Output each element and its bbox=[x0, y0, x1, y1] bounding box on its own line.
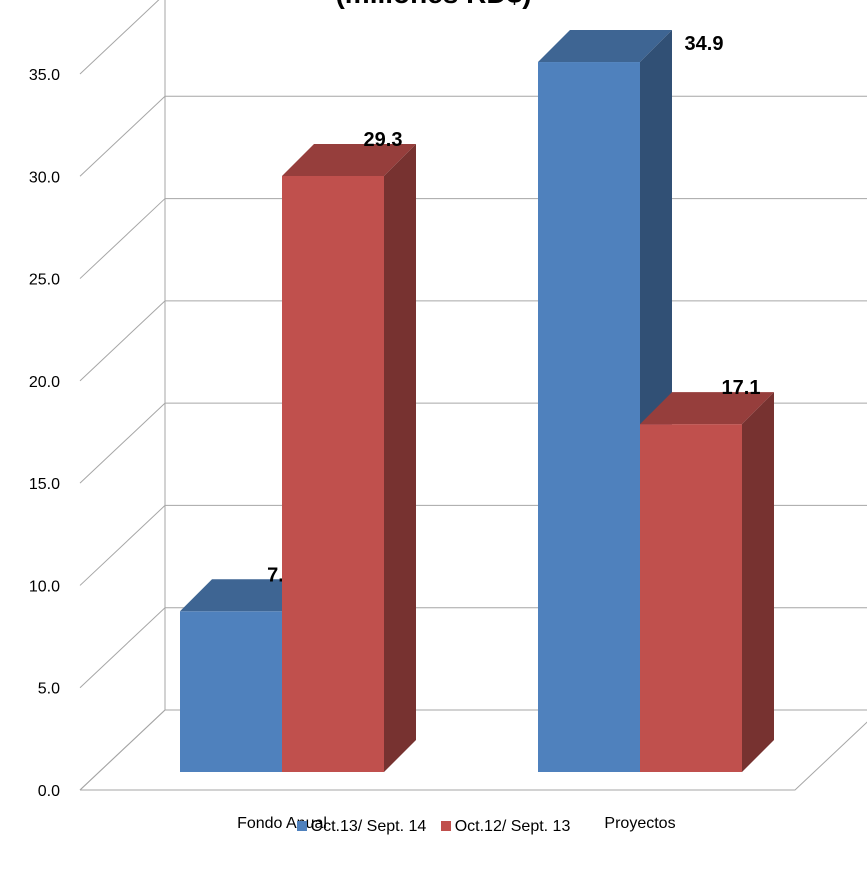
x-category-label: Proyectos bbox=[604, 815, 675, 832]
y-tick-label: 10.0 bbox=[29, 578, 60, 595]
gridline bbox=[79, 95, 867, 177]
bar-top bbox=[180, 579, 314, 612]
data-label: 34.9 bbox=[685, 33, 724, 55]
bar-front bbox=[640, 424, 742, 772]
y-tick-label: 5.0 bbox=[38, 681, 60, 698]
legend-swatch-series-1 bbox=[296, 821, 307, 831]
legend-item-series-1: Oct.13/ Sept. 14 bbox=[296, 818, 427, 836]
bar-side bbox=[742, 392, 774, 772]
bar-top bbox=[282, 143, 416, 176]
legend-label-series-2: Oct.12/ Sept. 13 bbox=[454, 818, 571, 835]
legend: Oct.13/ Sept. 14 Oct.12/ Sept. 13 bbox=[0, 818, 867, 836]
y-tick-label: 25.0 bbox=[29, 272, 60, 289]
gridline bbox=[79, 198, 867, 279]
legend-item-series-2: Oct.12/ Sept. 13 bbox=[440, 818, 571, 836]
y-tick-label: 30.0 bbox=[29, 169, 60, 186]
bar-side bbox=[384, 143, 416, 772]
data-label: 17.1 bbox=[722, 377, 761, 399]
bar-front bbox=[538, 62, 640, 772]
legend-swatch-series-2 bbox=[440, 821, 451, 831]
bar-front bbox=[180, 611, 282, 772]
gridline bbox=[79, 0, 160, 75]
legend-label-series-1: Oct.13/ Sept. 14 bbox=[310, 818, 427, 835]
y-tick-label: 15.0 bbox=[29, 476, 60, 493]
gridline bbox=[79, 300, 867, 382]
data-label: 29.3 bbox=[364, 129, 403, 151]
bar-top bbox=[640, 392, 774, 425]
bar-front bbox=[282, 175, 384, 772]
y-tick-label: 35.0 bbox=[29, 67, 60, 84]
chart-title: (millones RD$) bbox=[0, 0, 867, 10]
y-tick-label: 0.0 bbox=[38, 783, 60, 800]
y-tick-label: 20.0 bbox=[29, 374, 60, 391]
bar-top bbox=[538, 30, 672, 63]
